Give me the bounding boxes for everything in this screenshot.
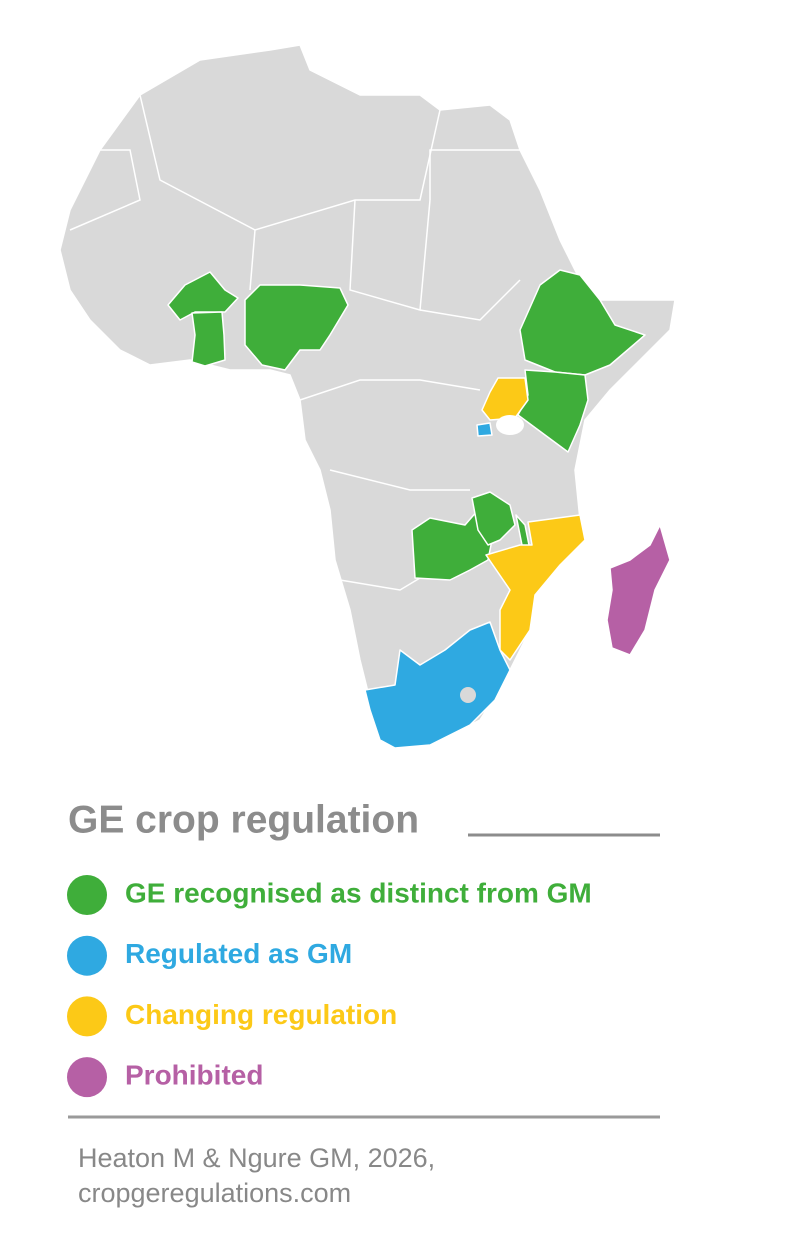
source-line: cropgeregulations.com (78, 1178, 351, 1208)
legend-label: Regulated as GM (125, 938, 352, 969)
burkina-faso (167, 271, 239, 321)
legend-swatch (67, 996, 107, 1037)
ghana (191, 311, 226, 367)
legend-label: Prohibited (125, 1059, 263, 1090)
legend-label: GE recognised as distinct from GM (125, 877, 592, 908)
madagascar (606, 524, 671, 656)
south-africa (364, 621, 511, 749)
legend-label: Changing regulation (125, 999, 397, 1030)
legend-swatch (67, 935, 107, 976)
nigeria (244, 284, 349, 371)
lesotho (460, 687, 476, 703)
legend: GE recognised as distinct from GM Regulat… (67, 875, 592, 1098)
source-line: Heaton M & Ngure GM, 2026, (78, 1143, 435, 1173)
rwanda (476, 422, 493, 437)
mozambique (485, 514, 586, 661)
legend-swatch (67, 875, 107, 915)
ethiopia (519, 269, 646, 376)
map (59, 44, 676, 749)
legend-swatch (67, 1057, 107, 1098)
borders (69, 94, 521, 591)
legend-title: GE crop regulation (68, 798, 419, 841)
lake-victoria (496, 415, 524, 435)
